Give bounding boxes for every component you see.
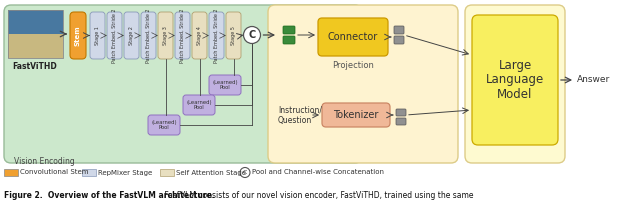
Text: Figure 2.  Overview of the FastVLM architecture.: Figure 2. Overview of the FastVLM archit… — [4, 192, 215, 201]
Text: Stage 3: Stage 3 — [163, 26, 168, 45]
FancyBboxPatch shape — [192, 12, 207, 59]
FancyBboxPatch shape — [465, 5, 565, 163]
Text: Instruction/
Question: Instruction/ Question — [278, 105, 322, 125]
Text: Stage 5: Stage 5 — [231, 26, 236, 45]
FancyBboxPatch shape — [124, 12, 139, 59]
Text: Vision Encoding: Vision Encoding — [14, 157, 75, 166]
Text: Stage 1: Stage 1 — [95, 26, 100, 45]
FancyBboxPatch shape — [107, 12, 122, 59]
Bar — [8, 10, 63, 34]
Text: C: C — [243, 170, 247, 175]
FancyBboxPatch shape — [209, 12, 224, 59]
FancyBboxPatch shape — [141, 12, 156, 59]
FancyBboxPatch shape — [396, 118, 406, 125]
Bar — [8, 10, 63, 58]
FancyBboxPatch shape — [209, 75, 241, 95]
Text: Projection: Projection — [332, 61, 374, 70]
Circle shape — [240, 167, 250, 177]
FancyBboxPatch shape — [70, 12, 86, 59]
Text: (Learned)
Pool: (Learned) Pool — [186, 100, 212, 110]
Text: Convolutional Stem: Convolutional Stem — [20, 170, 88, 175]
FancyBboxPatch shape — [394, 36, 404, 44]
Text: FastViTHD: FastViTHD — [13, 62, 58, 71]
Circle shape — [243, 27, 260, 43]
Text: Patch Embed, Stride 2: Patch Embed, Stride 2 — [214, 8, 219, 63]
Text: Stage 4: Stage 4 — [197, 26, 202, 45]
Text: Stem: Stem — [75, 25, 81, 46]
FancyBboxPatch shape — [268, 5, 458, 163]
Text: Patch Embed, Stride 2: Patch Embed, Stride 2 — [112, 8, 117, 63]
FancyBboxPatch shape — [394, 26, 404, 34]
Text: (Learned)
Pool: (Learned) Pool — [151, 120, 177, 130]
Text: Pool and Channel-wise Concatenation: Pool and Channel-wise Concatenation — [252, 170, 384, 175]
Bar — [8, 34, 63, 58]
Bar — [4, 169, 18, 176]
Bar — [8, 10, 63, 58]
FancyBboxPatch shape — [472, 15, 558, 145]
Text: Tokenizer: Tokenizer — [333, 110, 379, 120]
Text: (Learned)
Pool: (Learned) Pool — [212, 80, 238, 90]
Text: Patch Embed, Stride 2: Patch Embed, Stride 2 — [180, 8, 185, 63]
FancyBboxPatch shape — [318, 18, 388, 56]
Bar — [82, 169, 96, 176]
Text: Answer: Answer — [577, 75, 611, 84]
FancyBboxPatch shape — [226, 12, 241, 59]
Text: RepMixer Stage: RepMixer Stage — [98, 170, 152, 175]
FancyBboxPatch shape — [396, 109, 406, 116]
Text: Stage 2: Stage 2 — [129, 26, 134, 45]
FancyBboxPatch shape — [90, 12, 105, 59]
FancyBboxPatch shape — [158, 12, 173, 59]
Text: Self Attention Stage: Self Attention Stage — [176, 170, 246, 175]
FancyBboxPatch shape — [283, 36, 295, 44]
FancyBboxPatch shape — [175, 12, 190, 59]
FancyBboxPatch shape — [4, 5, 362, 163]
Text: Large
Language
Model: Large Language Model — [486, 59, 544, 102]
FancyBboxPatch shape — [148, 115, 180, 135]
Text: Connector: Connector — [328, 32, 378, 42]
Text: Patch Embed, Stride 2: Patch Embed, Stride 2 — [146, 8, 151, 63]
FancyBboxPatch shape — [322, 103, 390, 127]
FancyBboxPatch shape — [283, 26, 295, 34]
Bar — [160, 169, 174, 176]
Text: FastVLM consists of our novel vision encoder, FastViTHD, trained using the same: FastVLM consists of our novel vision enc… — [162, 192, 474, 201]
Text: C: C — [248, 30, 255, 40]
FancyBboxPatch shape — [183, 95, 215, 115]
